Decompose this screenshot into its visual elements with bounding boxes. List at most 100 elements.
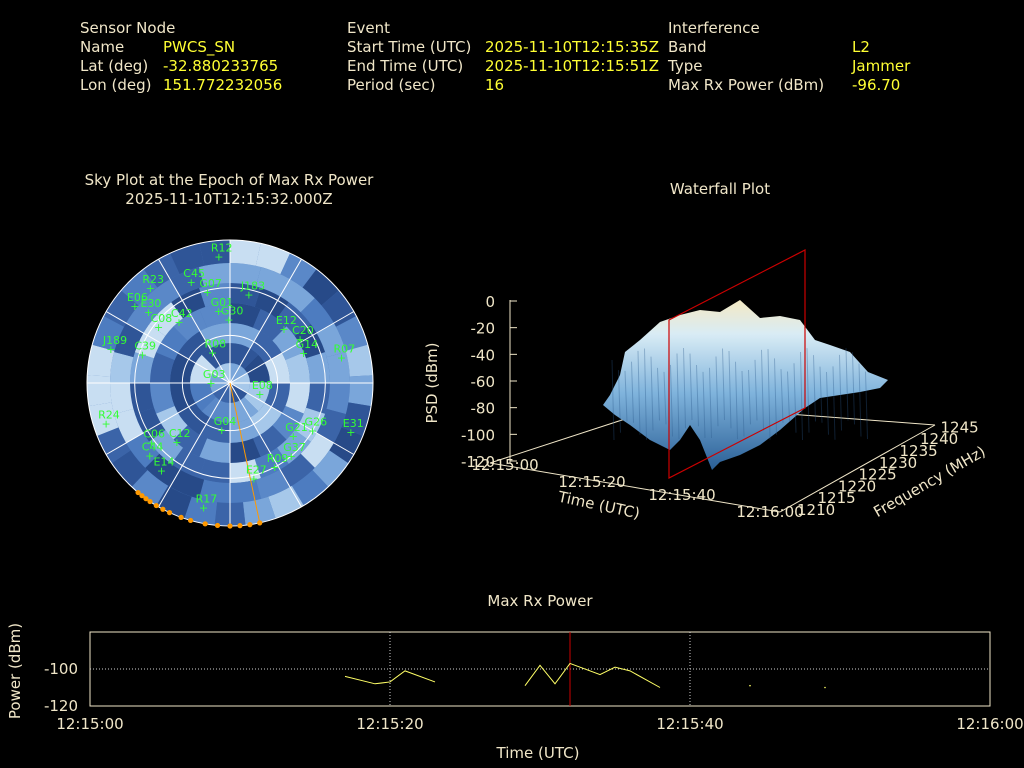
- skyplot-cell: [321, 290, 357, 327]
- satellite-marker: +: [299, 347, 308, 360]
- skyplot-cell: [264, 353, 290, 383]
- waterfall-plot: 0 -20 -40 -60 -80 -100 -120 PSD (dBm) 12:15:00 12…: [423, 249, 989, 523]
- skyplot-cell: [212, 383, 230, 403]
- waterfall-psd-tick-label: -120: [461, 453, 495, 471]
- skyplot-cell: [184, 496, 218, 526]
- satellite-marker: +: [279, 323, 288, 336]
- jammer-point: [257, 520, 263, 526]
- skyplot-cell: [316, 323, 346, 358]
- waterfall-streak: [806, 348, 810, 433]
- skyplot-cell: [130, 352, 154, 383]
- power-chart-title: Max Rx Power: [487, 592, 593, 610]
- skyplot-cell: [285, 352, 310, 383]
- waterfall-streak: [800, 352, 803, 441]
- waterfall-time-tick-label: 12:15:40: [648, 486, 715, 504]
- power-series-line: [344, 670, 436, 685]
- skyplot-cell: [341, 402, 372, 436]
- skyplot-cell: [178, 331, 210, 363]
- jammer-point: [143, 496, 149, 502]
- waterfall-psd-tick-label: -80: [471, 400, 496, 418]
- skyplot: +R12+C45+G07+J183+R23+E06+E30+C08 +C42 +G0…: [86, 239, 374, 529]
- skyplot-cell: [254, 287, 289, 319]
- waterfall-time-tick-label: 12:15:00: [471, 456, 538, 474]
- sensor-lat-label: Lat (deg): [80, 57, 149, 75]
- waterfall-marker-plane: [668, 249, 806, 479]
- skyplot-cell: [134, 407, 166, 442]
- satellite-label: G04: [214, 415, 237, 428]
- jammer-point: [237, 523, 243, 529]
- waterfall-streak: [748, 370, 751, 425]
- event-start-label: Start Time (UTC): [347, 38, 472, 56]
- skyplot-cell: [312, 450, 349, 487]
- skyplot-cell: [110, 351, 134, 383]
- satellite-label: G01: [211, 296, 234, 309]
- event-period-value: 16: [485, 76, 505, 94]
- power-x-tick-label: 12:15:40: [656, 715, 723, 733]
- satellite-label: C39: [134, 340, 156, 353]
- satellite-marker: +: [130, 300, 139, 313]
- skyplot-cell: [294, 324, 326, 359]
- skyplot-cell: [171, 287, 206, 319]
- waterfall-surface-fill: [603, 300, 888, 470]
- waterfall-time-tick-label: 12:15:20: [558, 473, 625, 491]
- skyplot-cell: [250, 403, 282, 435]
- satellite-marker: +: [138, 349, 147, 362]
- waterfall-time-axis: [489, 462, 781, 513]
- skyplot-cell: [280, 279, 315, 313]
- skyplot-cell: [145, 453, 180, 487]
- waterfall-streak: [845, 348, 849, 421]
- event-end-value: 2025-11-10T12:15:51Z: [485, 57, 659, 75]
- waterfall-streak: [624, 370, 628, 422]
- interference-type-label: Type: [668, 57, 703, 75]
- waterfall-freq-tick-label: 1230: [879, 454, 917, 472]
- skyplot-cell: [178, 403, 210, 435]
- skyplot-cell: [294, 407, 326, 442]
- waterfall-streak: [722, 348, 725, 421]
- satellite-marker: +: [208, 347, 217, 360]
- power-y-tick-label: -120: [44, 697, 78, 715]
- satellite-label: E31: [343, 417, 364, 430]
- jammer-bearing-line: [229, 382, 261, 523]
- satellite-marker: +: [206, 377, 215, 390]
- skyplot-cell: [272, 326, 304, 361]
- waterfall-streak: [741, 370, 745, 437]
- skyplot-cell: [150, 383, 175, 414]
- skyplot-cell: [131, 470, 169, 506]
- waterfall-streak: [644, 348, 647, 440]
- power-y-tick-label: -100: [44, 660, 78, 678]
- power-series-point: [749, 684, 751, 687]
- skyplot-cell: [348, 375, 373, 407]
- skyplot-cell: [300, 433, 334, 468]
- jammer-point: [247, 522, 253, 528]
- sensor-name-value: PWCS_SN: [163, 38, 236, 56]
- satellite-marker: +: [249, 473, 258, 486]
- skyplot-background: [87, 240, 373, 526]
- power-x-tick-label: 12:15:00: [56, 715, 123, 733]
- satellite-marker: +: [255, 388, 264, 401]
- waterfall-psd-label: PSD (dBm): [423, 342, 441, 423]
- waterfall-streak: [657, 367, 660, 421]
- interference-type-value: Jammer: [852, 57, 911, 75]
- waterfall-streak: [767, 349, 771, 440]
- skyplot-cell: [143, 253, 180, 288]
- skyplot-cell: [252, 425, 287, 457]
- jammer-point: [160, 506, 166, 512]
- satellite-label: R17: [196, 492, 218, 505]
- satellite-marker: +: [203, 286, 212, 299]
- waterfall-streak: [839, 354, 842, 431]
- satellite-label: E06: [127, 291, 148, 304]
- interference-power-value: -96.70: [852, 76, 901, 94]
- skyplot-cell: [306, 383, 330, 414]
- satellite-marker: +: [270, 461, 279, 474]
- satellite-marker: +: [144, 306, 153, 319]
- waterfall-freq-tick-label: 1210: [797, 501, 835, 519]
- waterfall-psd-tick-label: 0: [485, 293, 495, 311]
- skyplot-cell: [329, 427, 363, 464]
- satellite-label: G21: [285, 421, 308, 434]
- skyplot-cell: [230, 323, 260, 349]
- satellite-label: R12: [211, 241, 233, 254]
- jammer-point: [227, 523, 233, 529]
- satellite-marker: +: [224, 313, 233, 326]
- skyplot-cell: [198, 479, 230, 503]
